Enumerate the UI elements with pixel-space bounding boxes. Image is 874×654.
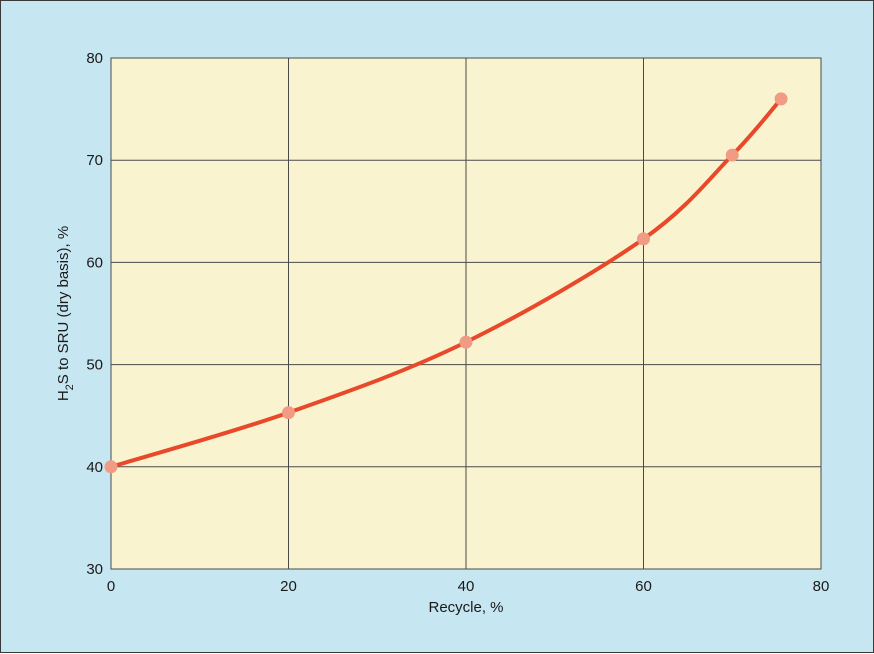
y-axis-title-subscript: 2: [64, 384, 76, 390]
x-axis-title: Recycle, %: [428, 599, 503, 616]
x-tick-label: 60: [635, 578, 652, 595]
y-tick-label: 80: [86, 50, 103, 67]
x-tick-label: 0: [107, 578, 115, 595]
y-tick-label: 50: [86, 357, 103, 374]
y-axis-title-suffix: S to SRU (dry basis), %: [55, 226, 72, 384]
x-tick-label: 40: [458, 578, 475, 595]
y-tick-label: 60: [86, 254, 103, 271]
series-layer: [104, 92, 788, 474]
data-point: [637, 232, 650, 246]
gridlines: [110, 57, 822, 570]
x-tick-labels: 0 20 40 60 80: [107, 578, 830, 595]
y-axis-title-prefix: H: [55, 390, 72, 401]
y-tick-label: 70: [86, 152, 103, 169]
y-tick-label: 30: [86, 561, 103, 578]
x-tick-label: 20: [280, 578, 297, 595]
data-point: [725, 148, 739, 162]
y-axis-title: H2S to SRU (dry basis), %: [55, 226, 76, 401]
data-point: [282, 406, 295, 420]
y-tick-label: 40: [86, 459, 103, 476]
data-point: [104, 460, 118, 474]
y-tick-labels: 30 40 50 60 70 80: [86, 50, 103, 578]
x-tick-label: 80: [813, 578, 830, 595]
data-point: [774, 92, 788, 106]
data-point: [459, 335, 473, 349]
